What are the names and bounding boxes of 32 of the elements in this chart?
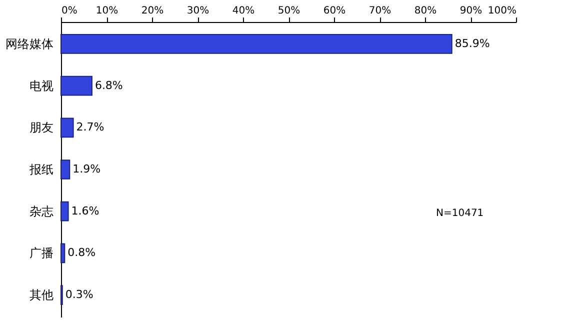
x-tick-label: 100%: [488, 6, 516, 16]
y-tick-label: 其他: [30, 288, 54, 302]
x-tick-label: 70%: [368, 6, 392, 16]
bar: [60, 243, 66, 264]
x-tick-label: 40%: [232, 6, 255, 16]
bar: [60, 160, 70, 180]
data-label: 2.7%: [76, 120, 104, 134]
x-tick-label: 0%: [62, 6, 78, 16]
y-tick-label: 报纸: [28, 162, 54, 176]
bar: [60, 76, 92, 96]
data-label: 0.3%: [65, 288, 94, 302]
y-tick-label: 杂志: [30, 204, 54, 218]
data-label: 0.8%: [68, 246, 96, 260]
data-label: 1.9%: [72, 162, 101, 176]
annotation: N=10471: [436, 208, 484, 219]
x-tick-label: 60%: [323, 6, 346, 16]
y-tick-label: 电视: [30, 78, 54, 93]
x-tick-label: 10%: [96, 6, 118, 16]
x-tick-label: 80%: [414, 6, 437, 16]
x-tick-label: 90%: [460, 6, 482, 16]
x-tick-label: 30%: [186, 6, 210, 16]
data-label: 85.9%: [454, 36, 490, 50]
data-label: 6.8%: [94, 78, 123, 92]
x-tick-label: 50%: [278, 6, 300, 16]
x-tick-label: 20%: [141, 6, 164, 16]
data-label: 1.6%: [71, 204, 100, 218]
y-tick-label: 网络媒体: [6, 36, 54, 51]
bar: [60, 34, 452, 54]
bar: [60, 118, 74, 138]
y-tick-label: 广播: [30, 246, 54, 260]
bar: [60, 201, 69, 222]
y-tick-label: 朋友: [30, 120, 54, 135]
